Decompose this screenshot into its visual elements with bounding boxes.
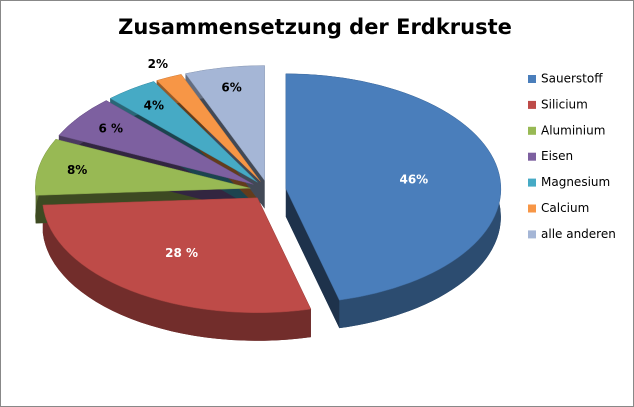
legend-label: Magnesium xyxy=(541,175,610,189)
value-label: 6 % xyxy=(99,121,124,135)
value-label: 6% xyxy=(221,80,241,94)
value-label: 46% xyxy=(399,173,428,187)
legend-swatch xyxy=(528,75,536,83)
value-label: 8% xyxy=(67,163,87,177)
slice xyxy=(285,73,502,301)
legend-label: alle anderen xyxy=(541,227,616,241)
legend-swatch xyxy=(528,204,536,213)
legend-swatch xyxy=(528,230,536,239)
legend-label: Sauerstoff xyxy=(541,72,603,86)
slice xyxy=(156,74,261,182)
pie xyxy=(35,65,502,341)
legend-label: Aluminium xyxy=(541,123,605,137)
legend-label: Calcium xyxy=(541,201,589,215)
slice xyxy=(185,65,265,182)
legend-swatch xyxy=(528,126,536,135)
labels: 46% 28 % 8% 6 % 4% 2% 6% xyxy=(67,57,428,260)
value-label: 28 % xyxy=(165,246,198,260)
legend-swatch xyxy=(528,178,536,187)
legend-swatch xyxy=(528,100,536,109)
slice xyxy=(35,138,251,196)
legend-label: Silicium xyxy=(541,97,588,111)
legend: Sauerstoff Silicium Aluminium Eisen Magnesiu… xyxy=(528,72,616,241)
slice xyxy=(109,81,258,183)
value-label: 2% xyxy=(148,57,168,71)
legend-swatch xyxy=(528,152,536,161)
value-label: 4% xyxy=(144,98,164,112)
slice xyxy=(58,100,254,185)
slice-side xyxy=(285,188,340,329)
slice xyxy=(42,197,312,314)
slice-rim xyxy=(42,205,311,341)
legend-label: Eisen xyxy=(541,149,573,163)
chart-title: Zusammensetzung der Erdkruste xyxy=(118,15,512,39)
